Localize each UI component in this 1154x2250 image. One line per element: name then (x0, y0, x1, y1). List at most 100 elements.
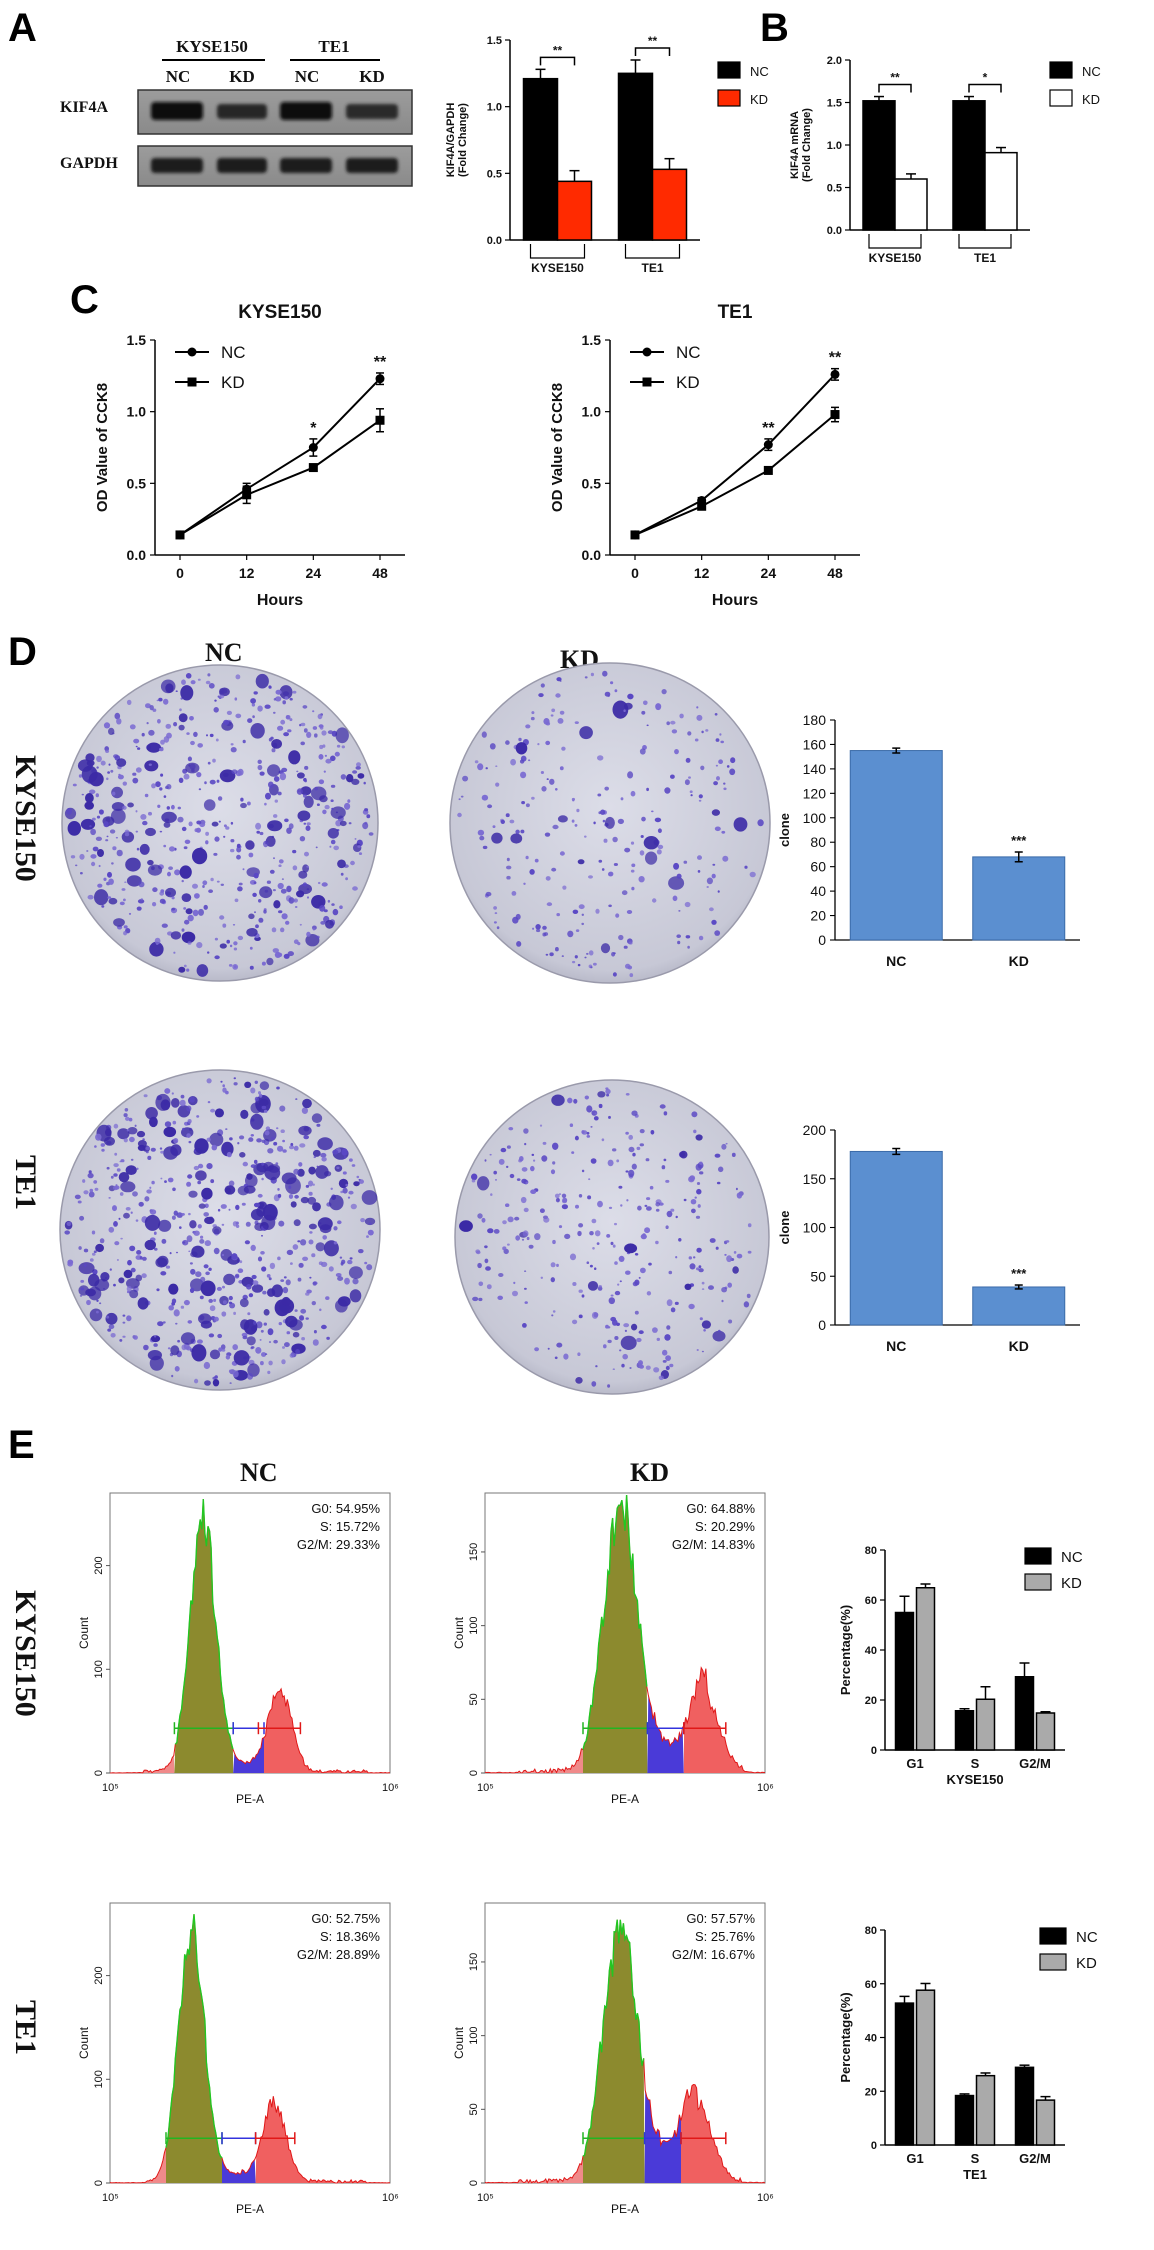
region-s (222, 2157, 256, 2183)
colony (210, 1179, 215, 1184)
colony (229, 1137, 233, 1141)
colony (88, 1170, 92, 1174)
colony (289, 1145, 295, 1150)
colony (693, 1256, 696, 1259)
colony (257, 764, 263, 771)
colony (208, 1298, 213, 1303)
colony (140, 898, 143, 901)
colony (561, 955, 564, 957)
legend-label: KD (1082, 92, 1100, 107)
y-tick-label: 0.0 (582, 547, 602, 563)
colony (137, 747, 141, 750)
colony (188, 1140, 192, 1144)
colony (212, 1379, 220, 1387)
colony (245, 840, 255, 850)
colony (157, 719, 161, 724)
colony (210, 877, 214, 882)
colony (228, 1369, 233, 1373)
colony (173, 1138, 179, 1144)
colony (542, 1141, 547, 1145)
colony (726, 765, 730, 768)
colony (736, 1253, 743, 1259)
colony (136, 847, 140, 851)
colony (246, 1336, 256, 1346)
legend-label: NC (676, 343, 701, 362)
colony (607, 1384, 611, 1388)
colony (586, 1261, 590, 1264)
colony (74, 1194, 81, 1200)
colony (321, 882, 328, 887)
colony (125, 1207, 131, 1211)
colony (120, 1181, 136, 1193)
colony (597, 755, 604, 761)
stat-g2m: G2/M: 16.67% (672, 1947, 756, 1962)
colony (581, 922, 584, 926)
colony (491, 832, 503, 844)
colony (92, 846, 99, 852)
colony (590, 672, 595, 677)
colony (293, 939, 299, 944)
colony (95, 836, 102, 841)
colony (674, 1301, 679, 1305)
colony (574, 955, 578, 959)
colony (206, 734, 208, 737)
colony (84, 801, 94, 810)
colony (118, 1172, 130, 1183)
y-tick-label: 0.0 (827, 225, 842, 237)
colony (342, 1171, 347, 1175)
colony (663, 1158, 667, 1162)
colony (725, 1240, 730, 1243)
colony (130, 1211, 133, 1214)
colony (327, 899, 331, 903)
colony (167, 871, 171, 877)
colony (478, 1297, 483, 1302)
y-tick-label: 140 (803, 761, 827, 777)
colony (557, 718, 564, 724)
region-g2m (681, 2084, 765, 2183)
colony (351, 1164, 356, 1167)
colony (302, 705, 308, 709)
colony (286, 1331, 291, 1335)
colony (208, 1333, 215, 1338)
colony (151, 1180, 155, 1185)
colony (114, 712, 121, 720)
colony (156, 1288, 160, 1292)
colony (144, 1239, 156, 1251)
colony (521, 801, 525, 805)
colony (528, 759, 531, 762)
colony (72, 783, 77, 787)
colony (711, 919, 717, 925)
colony (278, 910, 283, 914)
colony (531, 711, 535, 715)
colony (200, 1276, 206, 1283)
colony (525, 1181, 529, 1184)
colony (658, 1375, 664, 1381)
colony (256, 1138, 262, 1143)
colony (203, 1212, 209, 1217)
colony (253, 872, 259, 879)
x-category-label: G2/M (1019, 1756, 1051, 1771)
colony (139, 1256, 143, 1260)
colony (726, 1255, 732, 1263)
colony (143, 1094, 148, 1098)
colony (575, 929, 580, 932)
colony (168, 1305, 174, 1311)
colony (347, 1196, 351, 1199)
colony (533, 1159, 536, 1162)
y-tick-label: 0 (871, 2140, 877, 2152)
colony (248, 852, 254, 858)
colony (324, 804, 330, 810)
colony (255, 822, 262, 830)
colony (164, 1121, 172, 1128)
x-tick-label: 10⁵ (102, 1782, 119, 1794)
colony (312, 1339, 319, 1346)
colony (124, 829, 130, 834)
colony (230, 743, 234, 746)
colony (230, 821, 234, 825)
colony (153, 1231, 157, 1235)
colony (306, 896, 310, 899)
colony (233, 947, 238, 951)
colony (278, 1322, 282, 1326)
colony (222, 1084, 225, 1088)
